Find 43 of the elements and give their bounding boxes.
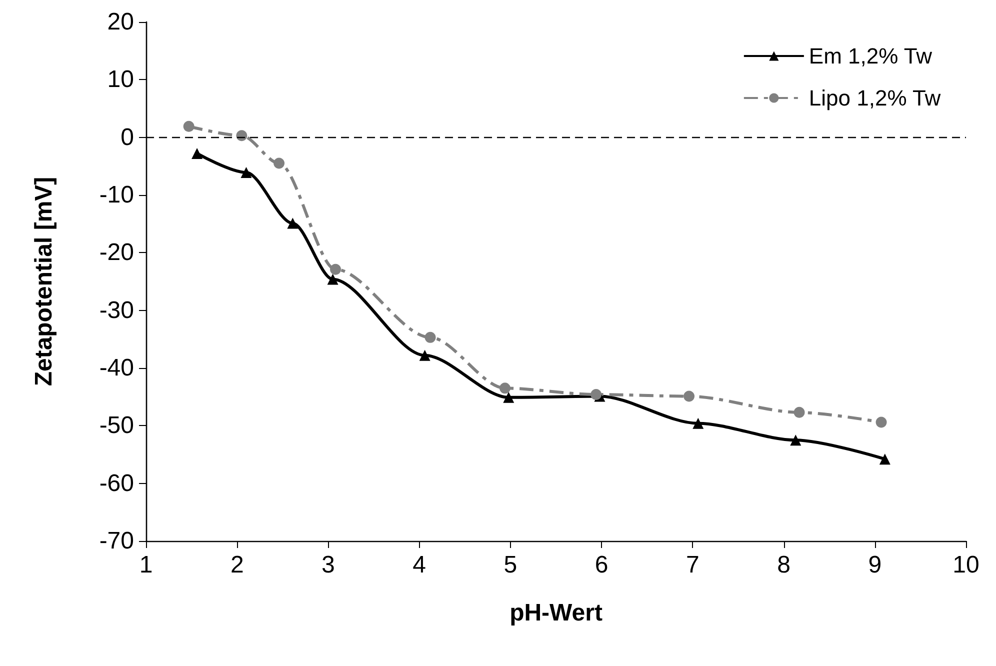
point	[287, 218, 298, 229]
x-tick-label: 7	[686, 552, 700, 578]
x-tick-label: 9	[868, 552, 882, 578]
y-tick-label: -10	[99, 182, 134, 208]
point	[419, 350, 430, 361]
x-axis-title: pH-Wert	[510, 600, 602, 626]
legend-label: Lipo 1,2% Tw	[808, 86, 941, 110]
y-tick-label: -40	[99, 354, 134, 382]
y-tick-label: -70	[99, 528, 134, 554]
y-tick-label: -50	[99, 412, 134, 440]
point	[240, 167, 252, 178]
x-tick-label: 3	[322, 552, 335, 578]
y-tick-label: -30	[99, 296, 134, 324]
point	[499, 382, 510, 394]
point	[327, 274, 338, 285]
x-tick-label: 8	[777, 552, 790, 578]
point	[794, 406, 805, 418]
x-tick-label: 6	[594, 552, 608, 578]
y-tick-label: -60	[99, 470, 134, 497]
point	[330, 264, 342, 275]
point	[424, 332, 436, 343]
legend-label: Em 1,2% Tw	[808, 44, 932, 68]
point	[192, 148, 203, 159]
point	[684, 390, 695, 402]
x-tick-label: 10	[952, 552, 980, 578]
y-tick-label: 0	[120, 124, 134, 151]
point	[692, 418, 704, 429]
y-tick-label: 20	[107, 8, 134, 36]
point	[876, 416, 887, 428]
y-tick-label: -20	[99, 239, 134, 266]
x-tick-label: 1	[139, 552, 153, 578]
x-tick-label: 5	[504, 552, 518, 578]
x-tick-label: 2	[230, 552, 244, 578]
point	[790, 434, 802, 446]
point	[590, 389, 602, 400]
point	[503, 392, 514, 403]
point	[236, 130, 248, 142]
point	[879, 454, 890, 465]
x-tick-label: 4	[412, 552, 426, 578]
y-tick-label: 10	[107, 66, 134, 94]
y-axis-title: Zetapotential [mV]	[30, 176, 58, 386]
point	[183, 120, 194, 132]
point	[274, 158, 285, 169]
